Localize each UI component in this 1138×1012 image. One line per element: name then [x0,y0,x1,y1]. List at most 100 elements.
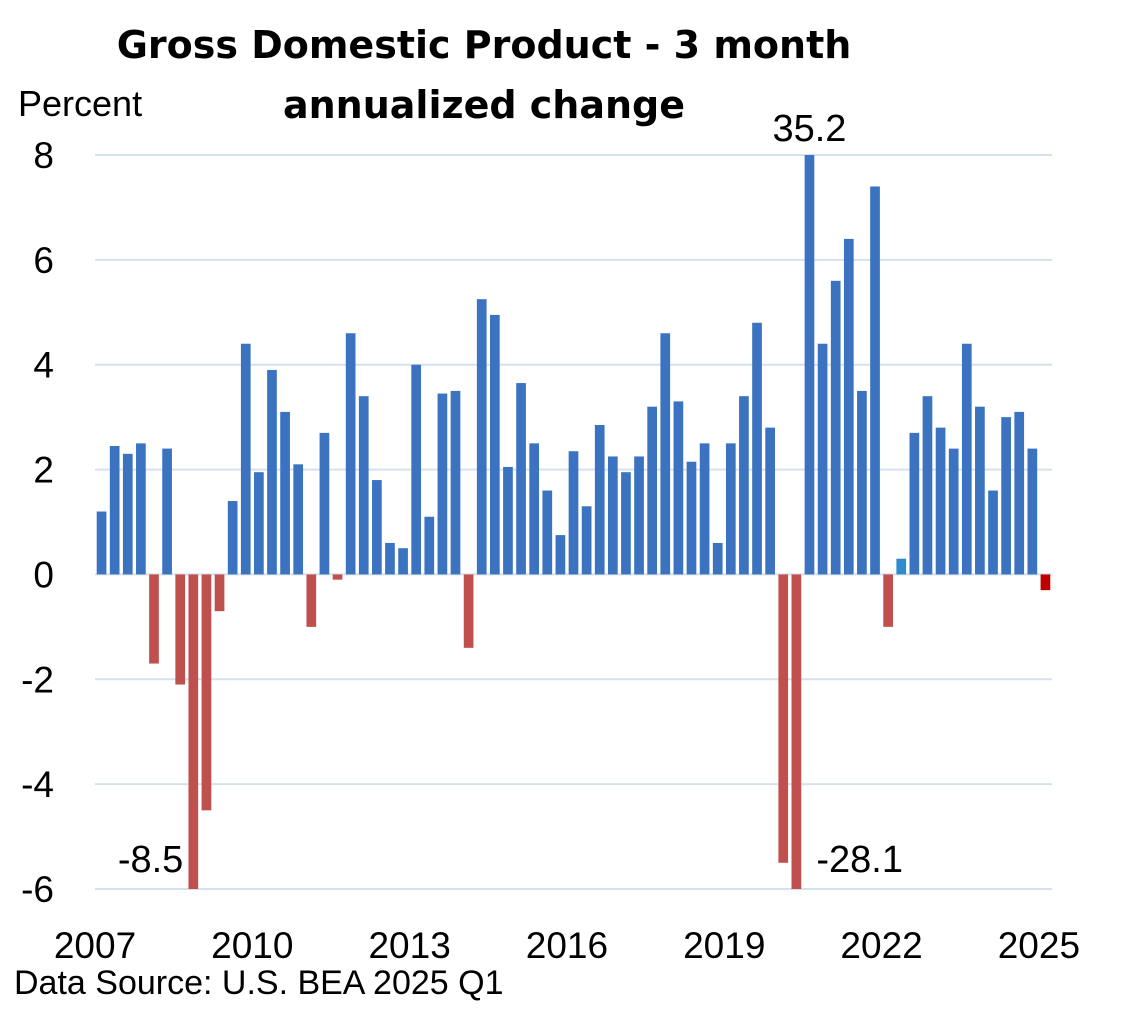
bar [188,574,199,889]
bar-annotation: -8.5 [118,839,183,881]
bar [306,574,317,627]
bar [699,443,710,575]
bar [542,490,553,575]
bar [909,432,920,575]
bar [122,453,133,575]
bar [896,558,907,575]
bar [240,343,251,575]
bar [975,406,985,575]
bar [634,456,644,575]
y-tick-label: 6 [33,240,54,281]
bar [280,411,290,575]
bar [883,574,893,627]
y-tick-label: 0 [33,554,54,595]
x-tick-label: 2025 [998,925,1080,966]
bar [398,548,408,575]
x-tick-label: 2019 [683,925,765,966]
bar [621,472,631,575]
x-tick-label: 2022 [840,925,922,966]
bar [372,480,382,575]
bar [450,390,461,575]
bar [109,445,120,575]
bar [778,574,789,863]
bar [1014,411,1025,575]
bar [607,456,618,575]
x-tick-label: 2007 [54,925,136,966]
y-tick-label: 2 [33,450,54,491]
y-tick-label: 4 [33,345,54,386]
bar-annotation: -28.1 [816,839,903,881]
bar [568,451,579,575]
bar [961,343,972,575]
bar [712,542,723,575]
bar [725,443,736,575]
bar-annotation: 35.2 [772,108,846,150]
bar [660,333,671,575]
bar [201,574,212,811]
bar [227,501,238,575]
bar [424,516,435,575]
bar [922,396,933,575]
bars [96,155,1051,889]
bar [1001,417,1011,575]
bar [594,425,605,575]
y-tick-label: -6 [21,869,54,910]
bar [149,574,159,664]
bar [345,333,356,575]
bar [214,574,225,612]
bar [935,427,946,575]
y-tick-label: 8 [33,135,54,176]
bar [817,343,828,575]
bar [463,574,474,648]
bar [529,443,540,575]
bar [319,432,330,575]
bar [791,574,802,889]
bar [411,364,422,575]
chart-title-line2: annualized change [283,83,685,127]
y-tick-labels: 8 6 4 2 0 -2 -4 -6 [21,135,54,910]
bar [96,511,107,575]
y-axis-label: Percent [18,83,142,124]
bar [752,322,762,575]
bar [1027,448,1038,575]
bar [162,448,172,575]
bar [857,390,867,575]
annotations: 35.2 -8.5 -28.1 [118,108,903,881]
bar [267,369,277,575]
bar [804,155,815,575]
bar [673,401,684,575]
bar [385,542,395,575]
bar [765,427,775,575]
x-tick-labels: 2007 2010 2013 2016 2019 2022 2025 [54,925,1080,966]
bar [175,574,186,685]
bar [830,280,841,575]
bar [686,461,697,575]
bar [843,238,854,575]
chart-title-line1: Gross Domestic Product - 3 month [117,23,852,67]
x-tick-label: 2010 [211,925,293,966]
bar [476,299,487,575]
bar [332,574,343,580]
bar [870,186,880,575]
bar [437,393,448,575]
x-tick-label: 2013 [368,925,450,966]
bar [988,490,998,575]
bar [136,443,146,575]
bar [358,396,369,575]
bar [948,448,959,575]
bar [1040,574,1051,591]
bar [254,472,264,575]
bar [489,314,500,575]
y-tick-label: -2 [21,659,54,700]
bar [503,466,513,575]
bar [581,506,592,575]
bar [516,383,526,575]
bar [739,396,749,575]
bar [647,406,658,575]
bar [293,464,304,575]
y-tick-label: -4 [21,764,54,805]
bar [555,535,566,575]
x-tick-label: 2016 [526,925,608,966]
data-source-note: Data Source: U.S. BEA 2025 Q1 [14,964,504,1002]
